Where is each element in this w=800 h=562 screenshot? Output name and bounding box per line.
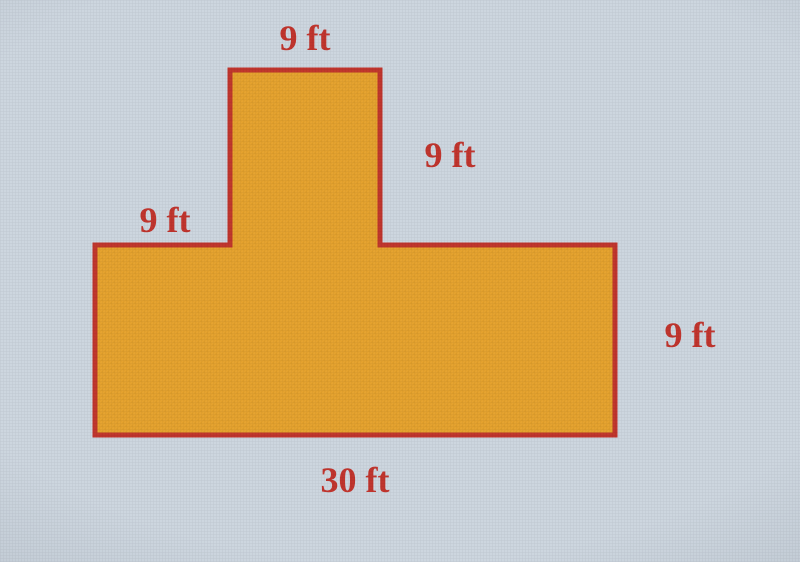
t-shape-hatch <box>95 70 615 435</box>
dimension-top: 9 ft <box>280 17 331 59</box>
dimension-upper-left: 9 ft <box>140 199 191 241</box>
dimension-right: 9 ft <box>665 314 716 356</box>
dimension-bottom: 30 ft <box>321 459 390 501</box>
dimension-upper-right: 9 ft <box>425 134 476 176</box>
